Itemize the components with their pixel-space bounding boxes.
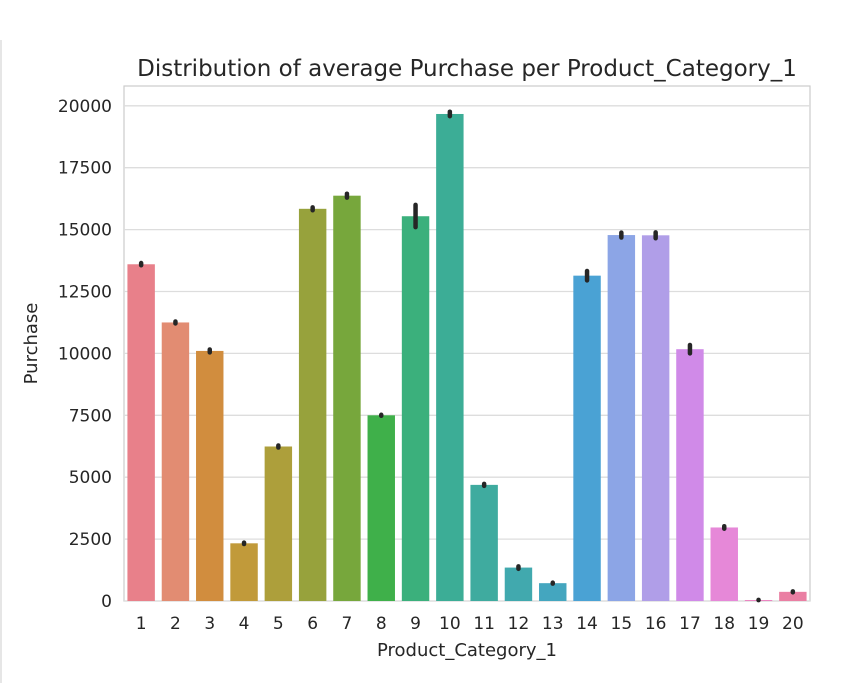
- y-axis-label: Purchase: [21, 303, 42, 385]
- y-tick-label: 2500: [69, 530, 112, 550]
- bar-16: [641, 235, 670, 601]
- bar-15: [607, 235, 636, 601]
- y-tick-labels: 0 2500 5000 7500 10000 12500 15000 17500 20000: [58, 97, 112, 612]
- bar-5: [264, 446, 293, 601]
- x-tick-label-4: 4: [239, 614, 250, 634]
- x-tick-label-8: 8: [376, 614, 387, 634]
- bar-8: [367, 415, 395, 601]
- x-tick-label-15: 15: [611, 614, 633, 634]
- bar-7: [333, 195, 361, 601]
- x-tick-label-7: 7: [342, 614, 353, 634]
- x-tick-label-3: 3: [204, 614, 215, 634]
- x-tick-label-17: 17: [679, 614, 701, 634]
- chart-title: Distribution of average Purchase per Pro…: [137, 56, 797, 82]
- y-tick-label: 7500: [69, 406, 112, 426]
- y-tick-label: 12500: [58, 283, 112, 303]
- bar-18: [710, 527, 738, 601]
- bar-11: [470, 484, 498, 601]
- x-tick-label-18: 18: [713, 614, 735, 634]
- left-edge-rule: [0, 40, 2, 683]
- x-tick-label-11: 11: [473, 614, 495, 634]
- y-tick-label: 20000: [58, 97, 112, 117]
- y-tick-label: 5000: [69, 468, 112, 488]
- bar-12: [504, 567, 533, 601]
- bar-17: [676, 349, 704, 601]
- y-tick-label: 0: [101, 592, 112, 612]
- x-tick-label-20: 20: [782, 614, 804, 634]
- bar-6: [298, 208, 327, 602]
- x-tick-label-1: 1: [136, 614, 147, 634]
- bar-1: [127, 264, 155, 601]
- x-tick-label-16: 16: [645, 614, 667, 634]
- x-tick-label-10: 10: [439, 614, 461, 634]
- y-tick-label: 15000: [58, 221, 112, 241]
- bars: [127, 113, 807, 602]
- x-tick-label-2: 2: [170, 614, 181, 634]
- x-axis-label: Product_Category_1: [377, 640, 557, 661]
- x-tick-label-9: 9: [410, 614, 421, 634]
- x-tick-label-19: 19: [748, 614, 770, 634]
- error-bars: [138, 109, 796, 603]
- bar-13: [539, 583, 567, 601]
- x-tick-label-6: 6: [307, 614, 318, 634]
- bar-9: [401, 216, 430, 601]
- y-tick-label: 10000: [58, 344, 112, 364]
- x-tick-label-14: 14: [576, 614, 598, 634]
- plot-area: [123, 85, 811, 602]
- x-tick-labels: 1 2 3 4 5 6 7 8 9 10 11 12 13 14 15 16 17 18 19 20: [136, 614, 804, 634]
- bar-10: [436, 113, 464, 601]
- bar-4: [230, 543, 258, 601]
- bar-20: [779, 591, 807, 601]
- bar-14: [573, 275, 601, 601]
- y-tick-label: 17500: [58, 159, 112, 179]
- bar-2: [161, 322, 190, 601]
- bar-3: [196, 350, 224, 601]
- x-tick-label-13: 13: [542, 614, 564, 634]
- x-tick-label-5: 5: [273, 614, 284, 634]
- x-tick-label-12: 12: [508, 614, 530, 634]
